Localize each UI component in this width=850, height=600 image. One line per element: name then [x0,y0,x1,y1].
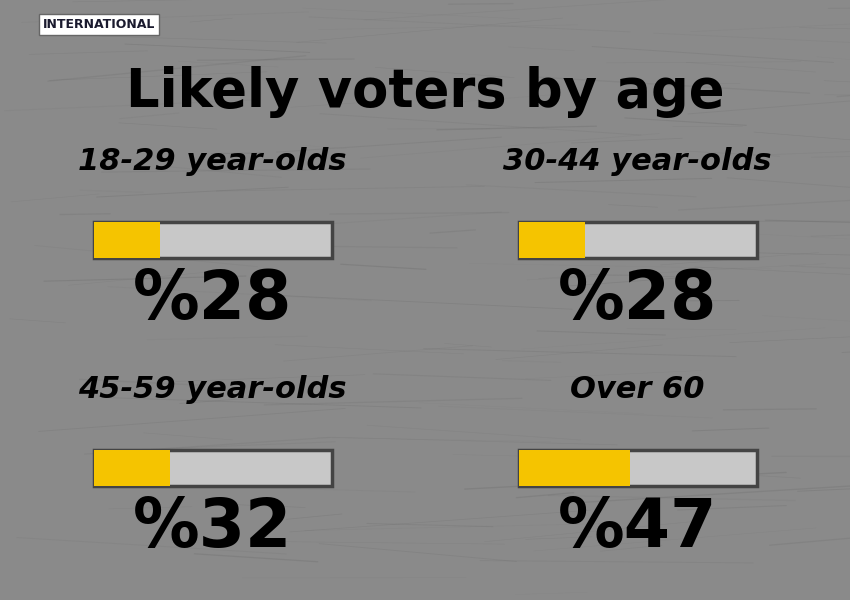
FancyBboxPatch shape [518,222,756,258]
Text: %28: %28 [133,267,292,333]
Text: Likely voters by age: Likely voters by age [126,66,724,118]
Text: 45-59 year-olds: 45-59 year-olds [78,376,347,404]
FancyBboxPatch shape [94,222,160,258]
FancyBboxPatch shape [518,450,756,486]
Text: INTERNATIONAL: INTERNATIONAL [42,18,155,31]
FancyBboxPatch shape [94,450,332,486]
Text: %28: %28 [558,267,717,333]
Text: %47: %47 [558,495,717,561]
FancyBboxPatch shape [518,450,631,486]
FancyBboxPatch shape [94,222,332,258]
Text: %32: %32 [133,495,292,561]
Text: 18-29 year-olds: 18-29 year-olds [78,148,347,176]
FancyBboxPatch shape [518,222,585,258]
Text: 30-44 year-olds: 30-44 year-olds [503,148,772,176]
FancyBboxPatch shape [94,450,170,486]
Text: Over 60: Over 60 [570,376,705,404]
